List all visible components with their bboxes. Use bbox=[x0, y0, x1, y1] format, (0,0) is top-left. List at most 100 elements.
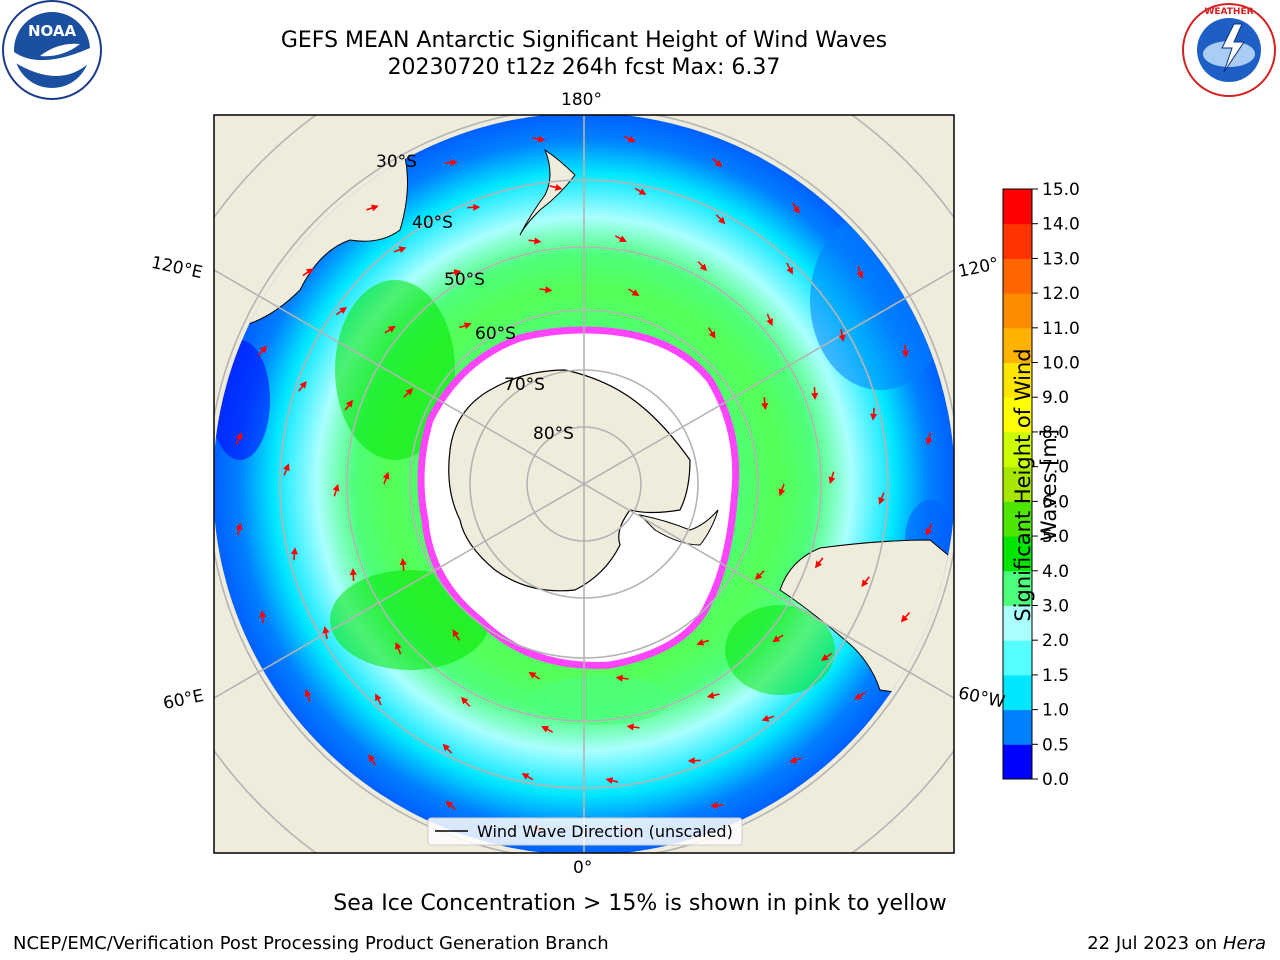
wind-arrow-head bbox=[838, 334, 846, 342]
wind-arrow-head bbox=[545, 286, 553, 294]
colorbar-tick-label: 14.0 bbox=[1042, 215, 1080, 235]
colorbar-frame bbox=[1002, 188, 1033, 780]
wind-arrow-head bbox=[528, 671, 537, 679]
wind-arrow-head bbox=[792, 205, 800, 214]
colorbar-tick-label: 6.0 bbox=[1042, 492, 1069, 512]
wind-arrow-head bbox=[349, 567, 357, 576]
wind-arrow-head bbox=[453, 269, 462, 276]
colorbar-tick-label: 1.0 bbox=[1042, 701, 1069, 721]
lat-label-80: 80°S bbox=[533, 424, 574, 444]
wind-arrow-head bbox=[754, 572, 763, 580]
wind-arrow-head bbox=[305, 268, 314, 276]
wind-arrow-head bbox=[554, 183, 563, 191]
colorbar-swatch bbox=[1003, 223, 1032, 259]
wind-arrow-head bbox=[387, 325, 396, 333]
lat-label-40: 40°S bbox=[412, 213, 453, 233]
svg-text:NOAA: NOAA bbox=[28, 22, 77, 40]
wind-arrow-head bbox=[537, 135, 546, 143]
chart-subtitle: 20230720 t12z 264h fcst Max: 6.37 bbox=[387, 55, 781, 80]
wind-arrow-head bbox=[696, 638, 705, 646]
legend-label: Wind Wave Direction (unscaled) bbox=[477, 822, 733, 841]
colorbar: 0.0 0.5 1.0 1.5 2.0 3.0 4.0 5.0 6.0 7.0 8.0 9.0 10.0… bbox=[1002, 180, 1080, 790]
wind-arrow-head bbox=[382, 471, 390, 480]
colorbar-tick-label: 11.0 bbox=[1042, 319, 1080, 339]
wind-arrow-head bbox=[856, 271, 864, 279]
colorbar-swatch bbox=[1003, 536, 1032, 572]
lat-label-50: 50°S bbox=[444, 270, 485, 290]
wind-arrow-head bbox=[322, 626, 330, 634]
wind-arrow-head bbox=[811, 392, 819, 401]
wind-arrow-head bbox=[460, 696, 469, 705]
legend: Wind Wave Direction (unscaled) bbox=[427, 817, 743, 846]
wind-arrow-head bbox=[710, 801, 718, 809]
wind-arrow-head bbox=[473, 203, 481, 211]
wind-arrow-head bbox=[714, 159, 723, 168]
wind-arrow-head bbox=[687, 757, 695, 765]
wind-arrow-head bbox=[290, 547, 298, 555]
wind-arrow-head bbox=[445, 800, 454, 809]
colorbar-tick-label: 12.0 bbox=[1042, 284, 1080, 304]
colorbar-tick-label: 2.0 bbox=[1042, 631, 1069, 651]
colorbar-swatch bbox=[1003, 501, 1032, 537]
colorbar-tick-label: 7.0 bbox=[1042, 458, 1069, 478]
wind-arrow-head bbox=[299, 380, 307, 389]
colorbar-swatch bbox=[1003, 362, 1032, 398]
colorbar-tick-label: 5.0 bbox=[1042, 527, 1069, 547]
colorbar-swatch bbox=[1003, 466, 1032, 502]
chart-title: GEFS MEAN Antarctic Significant Height o… bbox=[280, 28, 888, 53]
wind-arrow-head bbox=[395, 641, 402, 650]
wind-arrow-head bbox=[901, 350, 909, 358]
wind-arrow-head bbox=[339, 307, 347, 314]
noaa-logo: NOAA bbox=[2, 0, 102, 100]
wind-arrow-head bbox=[772, 635, 781, 643]
wind-arrow-head bbox=[627, 135, 636, 143]
wind-arrow-head bbox=[259, 345, 268, 354]
footer-date-text: 22 Jul 2023 on bbox=[1087, 933, 1223, 954]
wind-arrow-head bbox=[761, 714, 770, 722]
colorbar-tick-label: 4.0 bbox=[1042, 562, 1069, 582]
wind-arrow-head bbox=[778, 488, 786, 497]
colorbar-swatch bbox=[1003, 431, 1032, 468]
wind-arrow-head bbox=[789, 756, 797, 764]
wind-arrow-head bbox=[405, 388, 414, 396]
wind-arrow-head bbox=[541, 726, 549, 733]
wind-arrow-head bbox=[605, 777, 614, 785]
wind-arrow-head bbox=[828, 476, 836, 485]
wind-arrow-head bbox=[925, 527, 933, 536]
wind-arrow-head bbox=[534, 237, 542, 245]
wind-arrow-head bbox=[878, 496, 885, 505]
colorbar-tick-label: 0.0 bbox=[1042, 770, 1069, 790]
wind-arrow-head bbox=[718, 216, 726, 225]
wind-arrow-head bbox=[861, 579, 869, 588]
lat-label-60: 60°S bbox=[475, 324, 516, 344]
colorbar-swatch bbox=[1003, 258, 1032, 294]
wind-arrow-head bbox=[870, 413, 878, 421]
wind-arrow-head bbox=[854, 692, 863, 700]
wind-arrow-head bbox=[368, 754, 376, 763]
colorbar-tick-label: 1.5 bbox=[1042, 666, 1069, 686]
wind-arrow-head bbox=[463, 322, 472, 330]
sea-ice-caption: Sea Ice Concentration > 15% is shown in … bbox=[333, 891, 947, 916]
colorbar-swatch bbox=[1003, 327, 1032, 364]
colorbar-swatch bbox=[1003, 744, 1032, 780]
wind-arrow-head bbox=[332, 483, 340, 492]
wind-arrow-head bbox=[638, 188, 647, 195]
colorbar-tick-label: 8.0 bbox=[1042, 423, 1069, 443]
wind-arrow-head bbox=[259, 610, 267, 618]
wind-arrow-head bbox=[761, 402, 769, 411]
wind-arrow-head bbox=[346, 399, 354, 408]
wind-arrow-head bbox=[375, 693, 382, 702]
new-zealand-land bbox=[519, 148, 576, 236]
wind-arrow-head bbox=[900, 614, 909, 623]
nws-logo: WEATHER bbox=[1182, 3, 1276, 97]
lat-label-70: 70°S bbox=[504, 375, 545, 395]
footer-date: 22 Jul 2023 on Hera bbox=[1087, 933, 1266, 954]
wind-arrow-head bbox=[631, 289, 640, 297]
graticule bbox=[214, 115, 954, 853]
map-frame bbox=[213, 114, 955, 854]
south-america-land bbox=[779, 539, 954, 701]
wind-arrow-head bbox=[615, 674, 623, 682]
wind-arrow-head bbox=[814, 560, 822, 569]
wind-arrow-head bbox=[371, 204, 379, 212]
